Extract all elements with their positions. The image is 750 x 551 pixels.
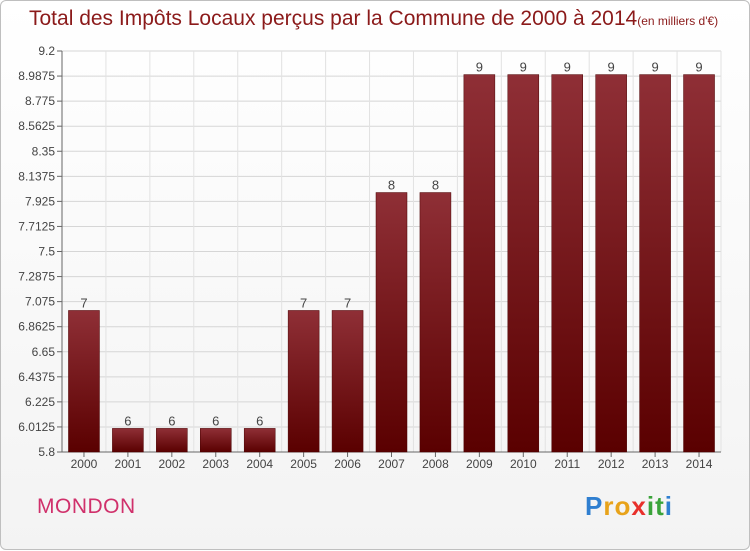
y-tick-label: 6.8625	[18, 320, 55, 334]
y-tick-label: 9.2	[38, 44, 55, 58]
bar	[683, 74, 715, 453]
y-tick-label: 7.925	[25, 194, 55, 208]
chart-title: Total des Impôts Locaux perçus par la Co…	[29, 7, 718, 31]
x-tick-label: 2011	[554, 457, 580, 471]
y-tick-label: 6.65	[32, 345, 56, 359]
bar	[68, 310, 100, 453]
bar	[507, 74, 540, 453]
x-tick-label: 2014	[686, 457, 713, 471]
y-tick-label: 7.075	[25, 295, 55, 309]
data-label: 8	[388, 178, 395, 193]
logo-letter: o	[614, 491, 632, 521]
logo-letter: t	[655, 491, 665, 521]
x-tick-label: 2012	[598, 457, 625, 471]
bar	[419, 192, 452, 453]
x-tick-label: 2008	[422, 457, 449, 471]
bar	[287, 310, 320, 453]
x-tick-label: 2000	[71, 457, 98, 471]
y-tick-label: 5.8	[38, 445, 55, 459]
data-labels: 7 6 6 6 6 7 7 8 8 9 9 9 9 9 9	[80, 60, 702, 429]
bar	[551, 74, 583, 453]
x-tick-label: 2006	[334, 457, 361, 471]
x-tick-label: 2010	[510, 457, 537, 471]
bars	[68, 74, 715, 453]
logo-letter: i	[646, 491, 656, 521]
data-label: 6	[212, 413, 219, 428]
bar	[595, 74, 627, 453]
x-tick-label: 2004	[246, 457, 273, 471]
y-tick-label: 6.4375	[18, 370, 55, 384]
logo-letter: P	[585, 491, 604, 521]
proxiti-logo: Proxiti	[585, 491, 673, 522]
x-tick-label: 2007	[378, 457, 405, 471]
y-tick-label: 7.5	[38, 245, 55, 259]
logo-letter: i	[664, 491, 673, 521]
data-label: 9	[651, 60, 658, 75]
y-tick-label: 7.7125	[18, 219, 55, 233]
y-tick-labels: 5.8 6.0125 6.225 6.4375 6.65 6.8625 7.075 7.287…	[18, 44, 55, 459]
data-label: 9	[520, 60, 527, 75]
y-tick-label: 6.0125	[18, 420, 55, 434]
y-tick-label: 8.9875	[18, 69, 55, 83]
bar	[243, 428, 276, 453]
y-tick-label: 8.775	[25, 94, 55, 108]
x-tick-label: 2005	[290, 457, 317, 471]
bar	[112, 428, 144, 453]
bar	[331, 310, 364, 453]
data-label: 6	[168, 413, 175, 428]
data-label: 7	[80, 295, 87, 310]
logo-letter: x	[631, 491, 647, 521]
y-tick-label: 7.2875	[18, 270, 55, 284]
data-label: 6	[124, 413, 131, 428]
bar	[156, 428, 188, 453]
data-label: 9	[564, 60, 571, 75]
x-tick-label: 2009	[466, 457, 493, 471]
y-tick-label: 8.5625	[18, 119, 55, 133]
data-label: 6	[256, 413, 263, 428]
x-tick-label: 2002	[158, 457, 185, 471]
bar	[200, 428, 232, 453]
x-tick-label: 2001	[115, 457, 142, 471]
data-label: 9	[695, 60, 702, 75]
data-label: 7	[300, 295, 307, 310]
chart-unit: (en milliers d'€)	[637, 14, 719, 28]
data-label: 8	[432, 178, 439, 193]
data-label: 9	[476, 60, 483, 75]
data-label: 9	[608, 60, 615, 75]
bar	[463, 74, 496, 453]
logo-letter: r	[603, 491, 615, 521]
commune-name: MONDON	[37, 495, 136, 518]
y-tick-label: 8.1375	[18, 169, 55, 183]
data-label: 7	[344, 295, 351, 310]
x-tick-labels: 2000 2001 2002 2003 2004 2005 2006 2007 2008 2009…	[71, 457, 713, 471]
x-tick-label: 2003	[202, 457, 229, 471]
y-tick-label: 8.35	[32, 144, 56, 158]
chart-title-text: Total des Impôts Locaux perçus par la Co…	[29, 7, 638, 30]
bar	[639, 74, 671, 453]
y-tick-label: 6.225	[25, 395, 55, 409]
bar	[375, 192, 408, 453]
x-tick-label: 2013	[642, 457, 669, 471]
